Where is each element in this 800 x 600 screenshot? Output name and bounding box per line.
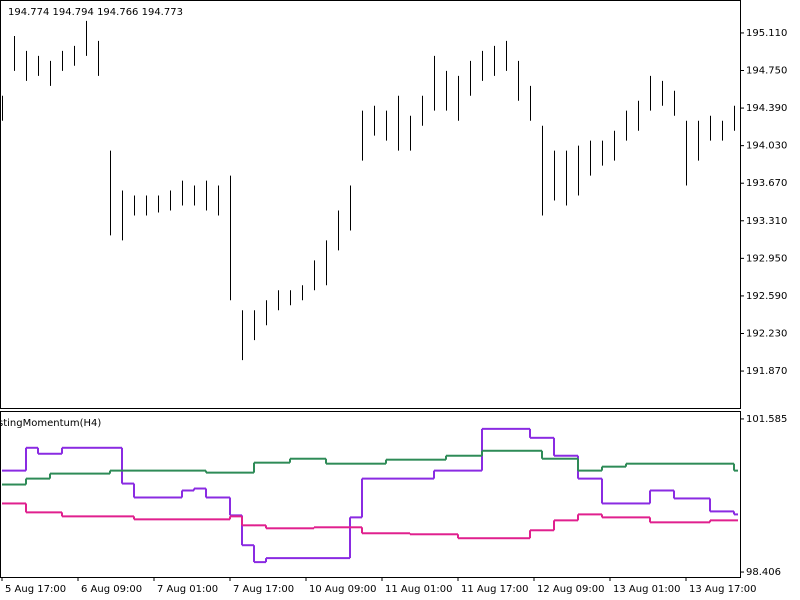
x-tick-label: 7 Aug 01:00: [157, 584, 218, 595]
y-tick-label: 192.950: [746, 253, 787, 264]
y-tick-label: 194.030: [746, 141, 787, 152]
x-tick-label: 6 Aug 09:00: [81, 584, 142, 595]
x-tick-label: 5 Aug 17:00: [5, 584, 66, 595]
y-tick-label: 193.310: [746, 216, 787, 227]
indicator-pane: [0, 411, 741, 578]
y-tick-label: 192.590: [746, 291, 787, 302]
y-tick-label: 101.585: [746, 414, 787, 425]
y-tick-label: 191.870: [746, 366, 787, 377]
y-tick-label: 98.406: [746, 567, 781, 578]
ohlc-header: 194.774 194.794 194.766 194.773: [8, 7, 183, 18]
x-tick-label: 7 Aug 17:00: [233, 584, 294, 595]
y-tick-label: 194.750: [746, 66, 787, 77]
x-tick-label: 13 Aug 01:00: [613, 584, 680, 595]
y-tick-label: 194.390: [746, 103, 787, 114]
x-tick-label: 10 Aug 09:00: [309, 584, 376, 595]
y-tick-label: 195.110: [746, 28, 787, 39]
price-pane: [0, 0, 741, 409]
x-tick-label: 13 Aug 17:00: [689, 584, 756, 595]
indicator-title: stingMomentum(H4): [0, 418, 101, 429]
x-tick-label: 11 Aug 17:00: [461, 584, 528, 595]
y-tick-label: 193.670: [746, 178, 787, 189]
x-tick-label: 12 Aug 09:00: [537, 584, 604, 595]
y-tick-label: 192.230: [746, 328, 787, 339]
x-tick-label: 11 Aug 01:00: [385, 584, 452, 595]
